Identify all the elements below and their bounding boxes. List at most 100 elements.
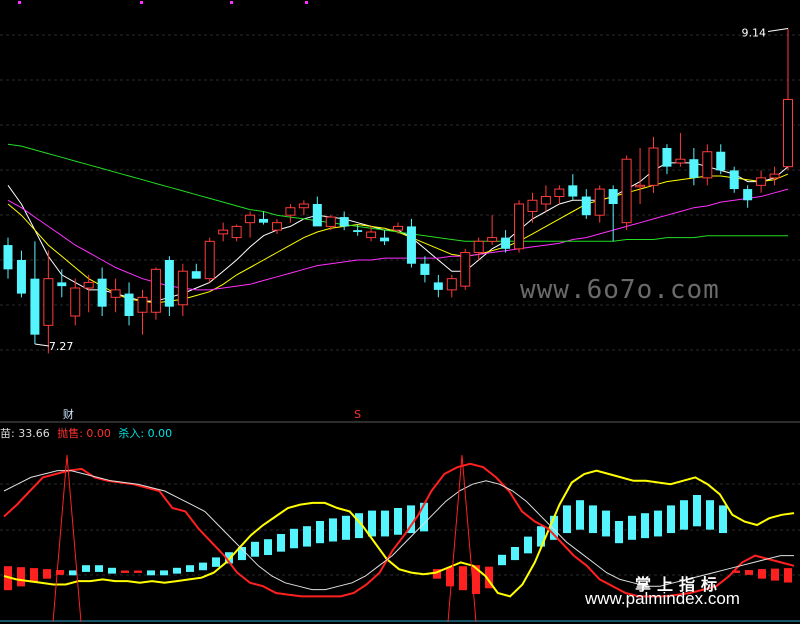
indicator-bar [316,521,324,544]
candle-body [3,245,13,270]
indicator-bar [654,510,662,537]
candle-body [97,278,107,307]
indicator-bar [459,566,467,591]
watermark-site-top: www.6o7o.com [520,275,720,305]
candle-body [769,173,780,179]
indicator-bar [758,569,766,579]
indicator-spike [447,454,477,623]
chart-marker: S [354,408,361,421]
candle-body [662,148,672,167]
candle-body [259,218,269,223]
candle-body [30,278,40,335]
candle-body [702,151,713,179]
indicator-bar [485,566,493,589]
indicator-bar [303,526,311,547]
indicator-bar [69,570,77,576]
high-price-label: 9.14 [742,27,767,40]
indicator-bar [4,566,12,591]
candle-body [353,230,363,232]
candle-body [743,189,753,201]
candle-body [191,271,201,279]
ma-line-2 [7,188,789,291]
indicator-bar [771,568,779,581]
indicator-bar [589,505,597,534]
candle-body [339,217,349,227]
candle-body [608,189,618,204]
indicator-bar [43,569,51,579]
indicator-bar [745,570,753,575]
indicator-bar [121,570,129,573]
indicator-line-1 [3,462,795,598]
candle-body [137,296,148,313]
indicator-bar [680,500,688,530]
candle-body [177,270,188,306]
candle-body [298,203,309,209]
indicator-bar [238,547,246,561]
indicator-bar [446,567,454,587]
indicator-bar [472,565,480,595]
indicator-bar [381,510,389,537]
candle-body [231,225,242,239]
candle-body [70,287,81,317]
indicator-bar [277,534,285,552]
candle-body [393,225,403,231]
top-tick [140,1,143,4]
candle-body [380,237,390,242]
indicator-bar [563,505,571,534]
candle-body [756,177,767,186]
low-price-label: 7.27 [49,340,74,353]
candle-body [621,158,632,224]
indicator-bar [199,562,207,571]
indicator-bar [407,505,415,534]
indicator-bar [160,570,168,576]
indicator-bar [368,510,376,537]
indicator-bar [641,513,649,539]
candle-body [554,188,565,198]
indicator-bar [56,570,64,575]
indicator-line-2 [3,470,794,591]
candle-body [245,214,256,224]
indicator-bar [706,500,714,530]
indicator-bar [251,541,259,557]
top-tick [230,1,233,4]
indicator-bar [524,536,532,554]
candle-body [420,263,430,275]
candle-body [568,185,578,197]
indicator-bar [667,505,675,534]
indicator-bar [355,513,363,539]
indicator-bar [628,515,636,540]
indicator-bar [212,557,220,567]
indicator-bar [550,515,558,540]
candle-body [594,188,605,216]
candle-body [366,231,377,239]
candle-body [16,260,26,294]
indicator-bar [693,495,701,527]
indicator-bar [108,567,116,574]
indicator-bar [576,500,584,530]
candle-body [164,260,174,307]
indicator-bar [420,502,428,532]
candle-body [689,159,699,178]
indicator-bar [30,568,38,583]
indicator-bar [290,528,298,549]
candle-body [43,278,54,326]
candle-body [635,184,646,188]
indicator-bar [537,526,545,547]
candle-body [150,268,161,313]
candle-body [581,196,591,216]
candle-body [433,282,443,290]
legend-sharu: 杀入: 0.00 [118,427,173,440]
indicator-bar [17,567,25,587]
indicator-bar [95,565,103,572]
indicator-line-0 [3,469,795,598]
candle-body [501,237,511,249]
indicator-bar [147,570,155,576]
indicator-bar [264,539,272,556]
candle-body [57,282,67,287]
indicator-bar [602,510,610,537]
high-arrow [767,28,789,33]
candle-body [285,207,296,216]
candle-body [487,237,498,242]
candle-body [540,196,551,205]
candle-body [783,98,793,168]
